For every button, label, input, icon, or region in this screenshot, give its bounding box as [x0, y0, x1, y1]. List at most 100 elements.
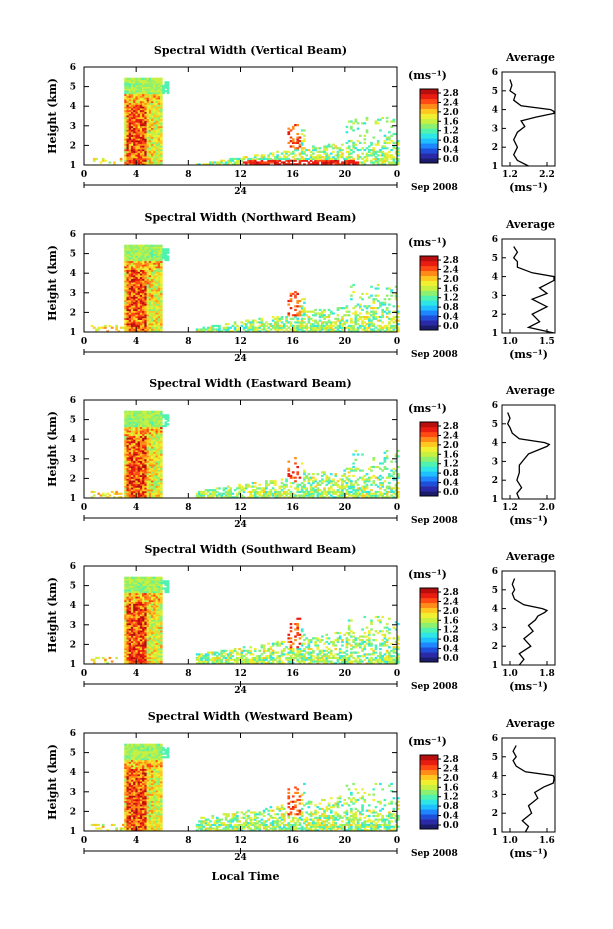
heatmap-cell — [139, 154, 143, 157]
heatmap-cell — [126, 266, 130, 269]
heatmap-cell — [144, 490, 147, 494]
heatmap-cell — [363, 496, 367, 499]
heatmap-cell — [376, 140, 380, 143]
heatmap-cell — [392, 156, 396, 159]
heatmap-cell — [128, 308, 132, 312]
heatmap-cell — [151, 143, 154, 146]
heatmap-cell — [139, 314, 143, 317]
heatmap-cell — [126, 655, 130, 658]
heatmap-cell — [148, 131, 152, 134]
heatmap-cell — [142, 467, 145, 470]
heatmap-cell — [350, 156, 353, 159]
heatmap-cell — [256, 154, 259, 157]
heatmap-cell — [394, 147, 398, 150]
heatmap-cell — [312, 326, 315, 329]
heatmap-cell — [128, 116, 132, 120]
heatmap-cell — [296, 141, 300, 145]
heatmap-cell — [133, 465, 136, 469]
heatmap-cell — [151, 140, 154, 143]
heatmap-cell — [126, 267, 130, 271]
heatmap-cell — [160, 156, 163, 159]
heatmap-cell — [144, 287, 147, 290]
heatmap-cell — [139, 267, 143, 271]
heatmap-cell — [130, 446, 134, 449]
heatmap-cell — [258, 494, 262, 497]
heatmap-cell — [139, 159, 143, 162]
heatmap-cell — [381, 326, 384, 329]
heatmap-cell — [151, 421, 154, 424]
heatmap-cell — [108, 494, 112, 497]
heatmap-cell — [139, 480, 143, 483]
heatmap-cell — [153, 462, 156, 465]
heatmap-cell — [345, 467, 349, 470]
heatmap-cell — [139, 476, 143, 479]
heatmap-cell — [367, 330, 371, 333]
heatmap-cell — [397, 143, 400, 146]
heatmap-cell — [303, 485, 306, 488]
heatmap-cell — [157, 319, 161, 322]
heatmap-cell — [124, 433, 127, 437]
heatmap-cell — [137, 163, 141, 166]
heatmap-cell — [128, 642, 132, 645]
heatmap-cell — [296, 465, 300, 469]
heatmap-cell — [135, 578, 139, 581]
heatmap-cell — [397, 159, 400, 162]
heatmap-cell — [153, 134, 156, 137]
heatmap-cell — [130, 458, 134, 461]
heatmap-cell — [397, 154, 400, 157]
heatmap-cell — [137, 118, 141, 121]
heatmap-cell — [124, 134, 127, 137]
heatmap-cell — [151, 455, 154, 458]
heatmap-cell — [262, 494, 266, 497]
heatmap-cell — [202, 494, 206, 497]
heatmap-cell — [271, 315, 275, 319]
heatmap-cell — [146, 147, 150, 150]
heatmap-cell — [303, 469, 306, 472]
heatmap-cell — [139, 273, 143, 276]
heatmap-cell — [148, 276, 152, 279]
heatmap-cell — [130, 140, 134, 143]
heatmap-cell — [160, 476, 163, 479]
heatmap-cell — [146, 260, 150, 263]
heatmap-cell — [148, 485, 152, 488]
heatmap-cell — [347, 120, 351, 123]
heatmap-cell — [146, 161, 150, 164]
heatmap-cell — [151, 159, 154, 162]
heatmap-cell — [126, 590, 130, 594]
heatmap-cell — [392, 328, 396, 331]
heatmap-cell — [303, 152, 306, 155]
heatmap-cell — [229, 330, 232, 333]
heatmap-cell — [334, 159, 338, 162]
heatmap-cell — [338, 321, 342, 324]
heatmap-cell — [392, 330, 396, 333]
heatmap-cell — [370, 328, 373, 331]
heatmap-cell — [160, 83, 163, 86]
heatmap-cell — [265, 163, 268, 166]
heatmap-cell — [142, 150, 145, 153]
heatmap-cell — [296, 292, 300, 295]
heatmap-cell — [128, 140, 132, 143]
heatmap-cell — [133, 81, 136, 84]
heatmap-cell — [124, 328, 127, 331]
heatmap-cell — [126, 481, 130, 485]
heatmap-cell — [142, 122, 145, 125]
heatmap-cell — [379, 159, 382, 162]
heatmap-cell — [124, 624, 127, 627]
heatmap-cell — [278, 159, 282, 162]
heatmap-cell — [142, 328, 145, 331]
heatmap-cell — [142, 494, 145, 497]
heatmap-cell — [148, 125, 152, 128]
heatmap-cell — [320, 314, 324, 317]
heatmap-cell — [157, 86, 161, 89]
heatmap-cell — [148, 307, 152, 310]
heatmap-cell — [367, 148, 371, 152]
heatmap-cell — [280, 494, 284, 497]
heatmap-cell — [139, 122, 143, 125]
heatmap-cell — [139, 250, 143, 253]
heatmap-cell — [157, 460, 161, 463]
colorbar-swatch — [420, 98, 438, 105]
heatmap-cell — [130, 649, 134, 652]
heatmap-cell — [151, 246, 154, 249]
heatmap-cell — [294, 476, 297, 479]
heatmap-cell — [265, 480, 268, 483]
